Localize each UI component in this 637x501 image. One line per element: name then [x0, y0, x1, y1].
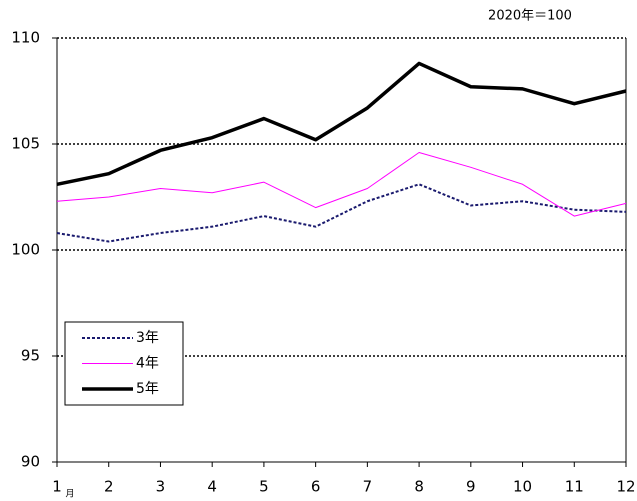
y-tick-label: 105: [11, 135, 40, 153]
x-tick-label: 5: [259, 478, 269, 496]
x-tick-label: 7: [363, 478, 373, 496]
x-tick-label: 3: [156, 478, 166, 496]
legend-label: 3年: [136, 330, 159, 346]
unit-annotation: 2020年＝100: [488, 9, 572, 24]
y-tick-label: 110: [11, 29, 40, 47]
series-line: [56, 183, 627, 243]
x-tick-label: 9: [466, 478, 476, 496]
x-tick-label: 6: [311, 478, 321, 496]
x-tick-label: 2: [104, 478, 114, 496]
y-tick-label: 95: [21, 347, 40, 365]
x-tick-label: 8: [414, 478, 424, 496]
x-tick-label: 12: [616, 478, 635, 496]
legend-label: 5年: [136, 381, 159, 397]
x-tick-label: 10: [513, 478, 532, 496]
series-line: [56, 61, 627, 186]
x-tick-label: 11: [565, 478, 584, 496]
y-tick-label: 90: [21, 453, 40, 471]
y-tick-label: 100: [11, 241, 40, 259]
x-tick-label: 1: [52, 478, 62, 496]
legend-label: 4年: [136, 356, 159, 372]
x-tick-label: 4: [207, 478, 217, 496]
series-line: [56, 151, 627, 217]
x-unit: 月: [65, 489, 74, 500]
